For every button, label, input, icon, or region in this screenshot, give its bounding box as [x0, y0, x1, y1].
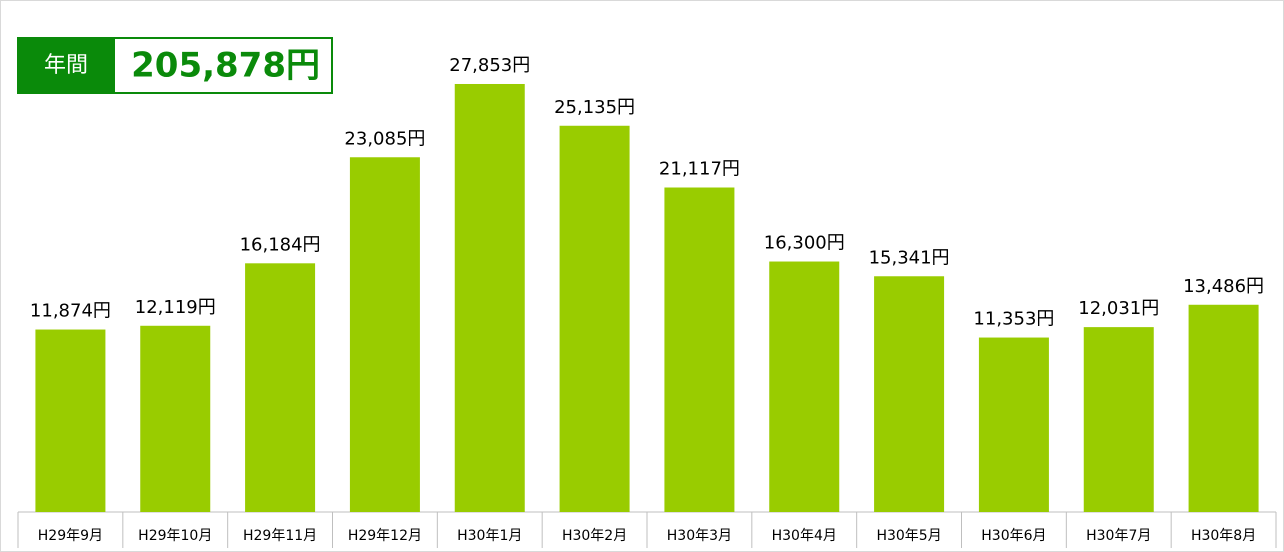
value-label: 16,184円: [240, 234, 321, 255]
summary-box: 年間 205,878円: [17, 37, 333, 94]
x-tick-label: H29年12月: [348, 528, 422, 544]
bar: [559, 125, 630, 512]
bar: [769, 261, 840, 512]
x-tick-label: H30年3月: [667, 528, 732, 544]
bar: [664, 187, 735, 512]
bar: [349, 157, 420, 512]
value-label: 11,874円: [30, 301, 111, 322]
x-tick-label: H30年5月: [876, 528, 941, 544]
value-label: 13,486円: [1183, 276, 1264, 297]
x-tick-label: H29年11月: [243, 528, 317, 544]
value-label: 15,341円: [869, 247, 950, 268]
x-tick-label: H30年2月: [562, 528, 627, 544]
bar: [245, 263, 316, 512]
bar: [1188, 304, 1259, 512]
value-label: 27,853円: [449, 55, 530, 76]
summary-label-bg: [18, 38, 115, 93]
bar: [454, 83, 525, 512]
bar: [1083, 327, 1154, 512]
x-tick-label: H30年4月: [772, 528, 837, 544]
x-tick-label: H30年7月: [1086, 528, 1151, 544]
summary-value: 205,878円: [131, 46, 320, 86]
x-tick-label: H30年8月: [1191, 528, 1256, 544]
value-label: 12,031円: [1078, 298, 1159, 319]
bar: [35, 329, 106, 512]
summary-label: 年間: [44, 53, 88, 78]
x-tick-label: H29年10月: [138, 528, 212, 544]
bar: [978, 337, 1049, 512]
x-tick-label: H29年9月: [38, 528, 103, 544]
x-tick-label: H30年6月: [981, 528, 1046, 544]
value-label: 25,135円: [554, 97, 635, 118]
value-label: 21,117円: [659, 159, 740, 180]
value-label: 16,300円: [764, 233, 845, 254]
value-label: 12,119円: [135, 297, 216, 318]
x-tick-label: H30年1月: [457, 528, 522, 544]
value-label: 23,085円: [344, 128, 425, 149]
value-label: 11,353円: [973, 309, 1054, 330]
bar: [874, 276, 945, 512]
bar: [140, 325, 211, 512]
